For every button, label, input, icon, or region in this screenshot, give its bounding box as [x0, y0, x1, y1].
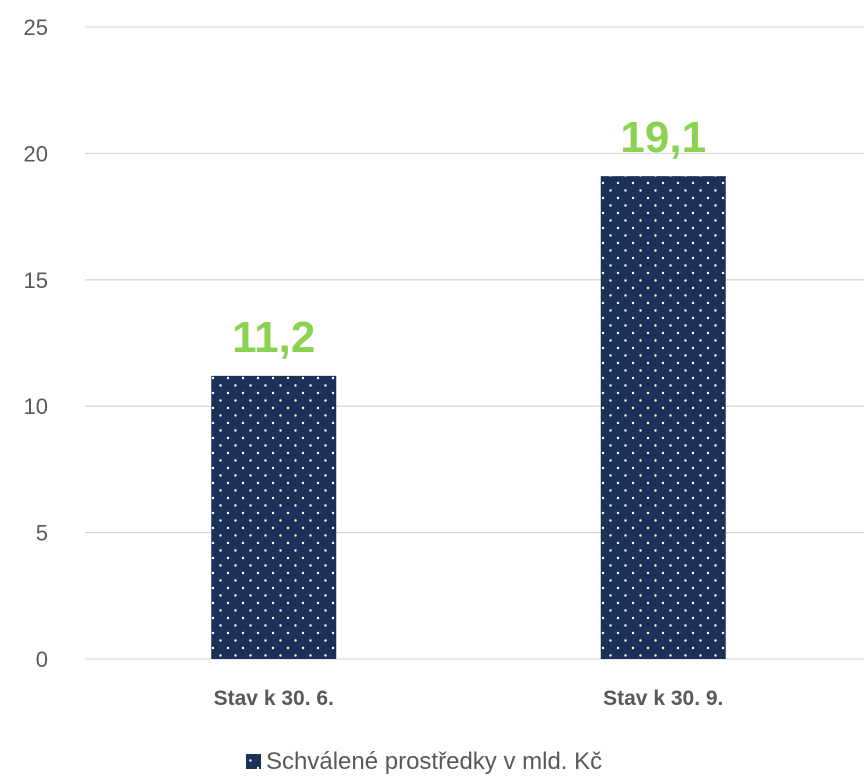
bars — [211, 176, 726, 660]
x-axis-categories: Stav k 30. 6. Stav k 30. 9. — [214, 687, 724, 710]
bar — [600, 176, 726, 660]
y-tick-label: 0 — [36, 647, 48, 672]
y-tick-label: 15 — [24, 268, 48, 293]
data-label: 11,2 — [232, 313, 315, 362]
y-tick-label: 20 — [24, 141, 48, 166]
y-tick-label: 10 — [24, 394, 48, 419]
legend-swatch — [246, 754, 261, 769]
y-axis-ticks: 0 5 10 15 20 25 — [24, 15, 48, 672]
data-labels: 11,2 19,1 — [232, 113, 706, 362]
bar — [211, 375, 337, 659]
y-tick-label: 25 — [24, 15, 48, 40]
legend-label: Schválené prostředky v mld. Kč — [266, 748, 602, 775]
category-label: Stav k 30. 9. — [603, 687, 723, 710]
gridlines — [85, 26, 864, 660]
data-label: 19,1 — [620, 113, 706, 162]
category-label: Stav k 30. 6. — [214, 687, 334, 710]
legend: Schválené prostředky v mld. Kč — [246, 748, 602, 775]
y-tick-label: 5 — [36, 521, 48, 546]
